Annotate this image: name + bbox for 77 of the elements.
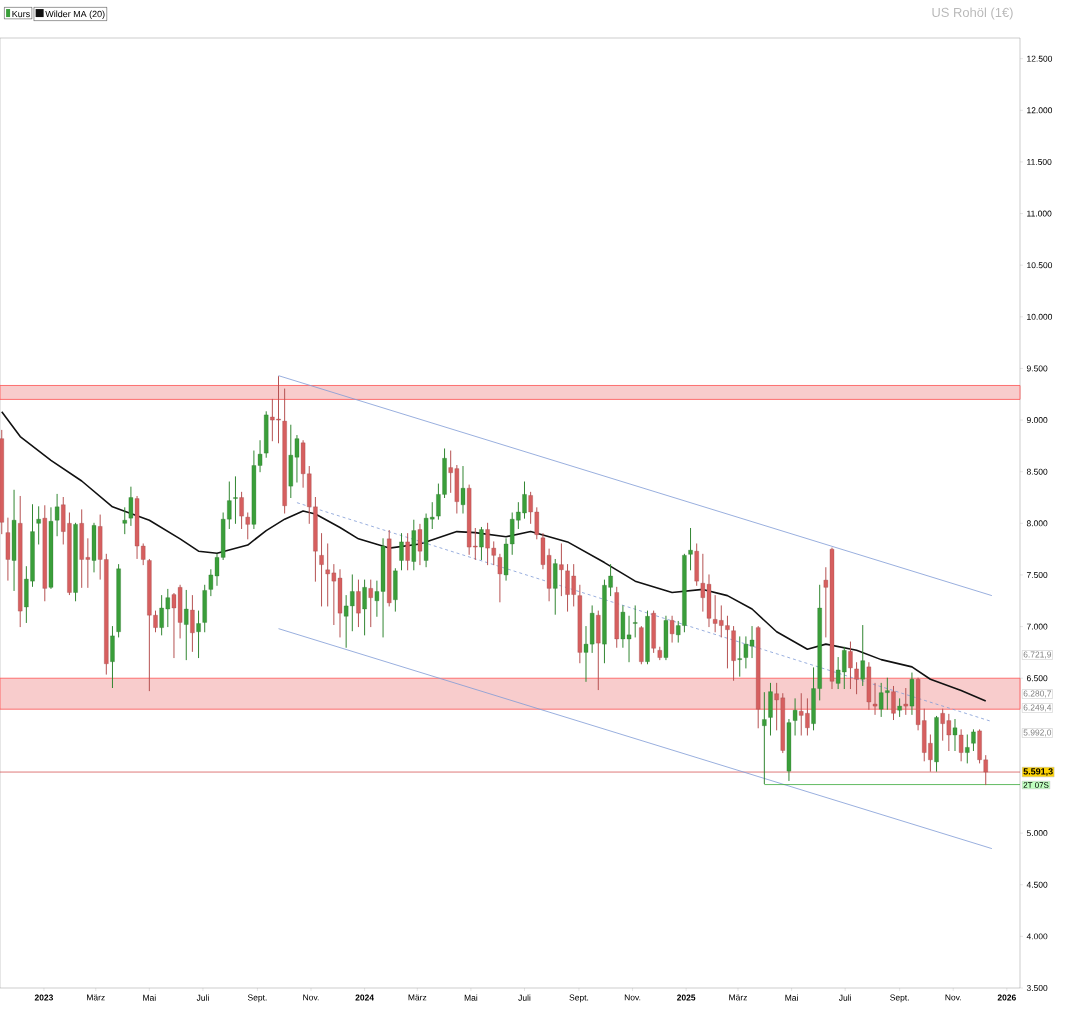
- y-tick-label: 8.500: [1026, 468, 1048, 475]
- x-tick-label: Sept.: [890, 994, 909, 1003]
- x-tick-label: Juli: [196, 994, 209, 1001]
- candlestick: [36, 506, 41, 545]
- x-tick-label: Nov.: [303, 994, 319, 1001]
- chart-title: US Rohöl (1€): [932, 7, 1013, 20]
- candlestick: [128, 486, 134, 526]
- x-tick-label: Mai: [464, 994, 478, 1001]
- y-tick-label: 3.500: [1026, 985, 1048, 991]
- y-tick-label: 5.000: [1026, 830, 1048, 837]
- ref-line-label: 5.591,3: [1023, 768, 1053, 776]
- y-tick-label: 9.500: [1026, 365, 1048, 372]
- y-tick-label: 7.000: [1026, 623, 1048, 630]
- x-tick-label: März: [408, 994, 427, 1001]
- x-tick-label: Juli: [518, 994, 531, 1001]
- y-tick-label: 4.000: [1026, 933, 1048, 940]
- y-tick-label: 11.000: [1027, 210, 1052, 217]
- candlestick: [952, 719, 958, 751]
- candlestick: [792, 698, 798, 736]
- candlestick: [891, 685, 896, 721]
- y-tick-label: 6.500: [1026, 675, 1048, 682]
- legend-label: Wilder MA (20): [45, 10, 105, 19]
- x-tick-label: März: [87, 994, 105, 1001]
- candlestick: [399, 533, 404, 571]
- text: 6.721,9: [1023, 651, 1052, 659]
- candlestick: [362, 579, 367, 636]
- x-tick-label: 2026: [997, 994, 1016, 1001]
- text: 5.992,0: [1023, 729, 1052, 737]
- candlestick: [903, 688, 908, 715]
- y-tick-label: 8.000: [1026, 520, 1048, 527]
- candlestick: [405, 533, 410, 571]
- y-tick-label: 12.500: [1027, 55, 1053, 62]
- candlestick: [737, 636, 742, 677]
- x-tick-label: Mai: [143, 994, 156, 1001]
- candlestick: [356, 579, 361, 628]
- x-tick-label: Nov.: [945, 994, 961, 1001]
- y-tick-label: 10.500: [1027, 262, 1053, 269]
- candlestick: [184, 589, 189, 661]
- text: 6.249,4: [1023, 704, 1052, 712]
- x-tick-label: Juli: [838, 994, 851, 1001]
- candlestick: [190, 595, 195, 652]
- candlestick: [417, 523, 423, 566]
- candlestick: [196, 610, 201, 659]
- text: 6.280,7: [1023, 690, 1052, 698]
- y-tick-label: 9.000: [1026, 417, 1048, 424]
- candlestick: [233, 476, 238, 524]
- x-tick-label: 2023: [34, 994, 54, 1001]
- candlestick: [54, 493, 60, 537]
- x-tick-label: Sept.: [569, 994, 589, 1003]
- line-series: [0, 411, 987, 702]
- candlestick: [122, 507, 127, 535]
- candlestick: [971, 729, 976, 751]
- candlestick: [633, 605, 638, 638]
- x-tick-label: Mai: [785, 994, 798, 1001]
- candlestick: [460, 466, 466, 514]
- x-tick-label: 2025: [677, 994, 696, 1001]
- candlestick: [319, 533, 324, 607]
- candlestick: [497, 553, 503, 603]
- legend-label: Kurs: [12, 10, 30, 18]
- y-tick-label: 7.500: [1026, 571, 1048, 578]
- y-tick-label: 10.000: [1027, 313, 1053, 320]
- x-tick-label: Nov.: [624, 994, 641, 1001]
- y-tick-label: 4.500: [1026, 881, 1048, 888]
- x-tick-label: 2024: [355, 994, 374, 1001]
- candlestick: [958, 729, 964, 762]
- y-tick-label: 12.000: [1027, 107, 1053, 114]
- candlestick: [872, 682, 878, 715]
- candlestick: [479, 526, 484, 560]
- candlestick: [965, 734, 970, 764]
- candlestick: [559, 543, 564, 597]
- candlestick: [688, 527, 693, 571]
- x-tick-label: März: [729, 994, 747, 1001]
- x-tick-label: Sept.: [247, 994, 267, 1003]
- candlestick: [368, 579, 373, 628]
- candlestick: [669, 615, 675, 643]
- y-tick-label: 11.500: [1027, 158, 1052, 165]
- candlestick: [860, 625, 865, 686]
